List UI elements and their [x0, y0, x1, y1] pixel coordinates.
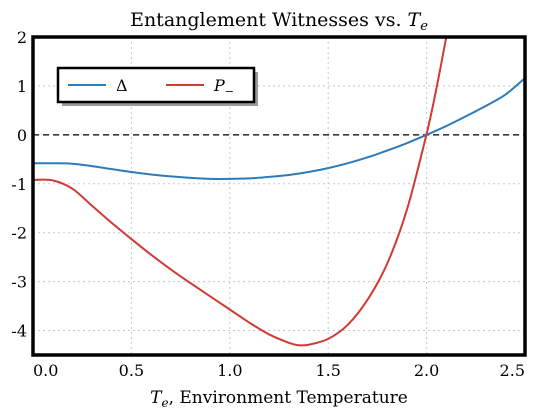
x-axis-label: Te, Environment Temperature: [150, 388, 408, 410]
plot-frame: [31, 35, 527, 357]
x-tick-label: 2.0: [414, 361, 439, 380]
legend: Δ P−: [56, 66, 258, 106]
x-tick-label: 0.5: [119, 361, 144, 380]
y-tick-label: -2: [11, 224, 27, 243]
y-tick-label: -1: [11, 175, 27, 194]
y-tick-label: 2: [17, 28, 27, 47]
x-tick-label: 2.5: [500, 361, 525, 380]
y-tick-label: 0: [17, 126, 27, 145]
legend-label-delta: Δ: [116, 76, 128, 95]
y-tick-label: -4: [11, 322, 27, 341]
x-tick-label: 1.5: [315, 361, 340, 380]
tick-layer: 0.0 0.5 1.0 1.5 2.0 2.5 2 1 0 -1 -2 -3 -4: [11, 28, 525, 380]
x-tick-label: 0.0: [33, 361, 58, 380]
chart-title: Entanglement Witnesses vs. Te: [130, 9, 428, 34]
y-tick-label: -3: [11, 273, 27, 292]
p-minus-line: [33, 37, 448, 347]
delta-line: [33, 77, 525, 180]
series-layer: [33, 37, 525, 347]
legend-label-p-minus: P−: [213, 76, 234, 98]
x-tick-label: 1.0: [217, 361, 242, 380]
y-tick-label: 1: [17, 77, 27, 96]
